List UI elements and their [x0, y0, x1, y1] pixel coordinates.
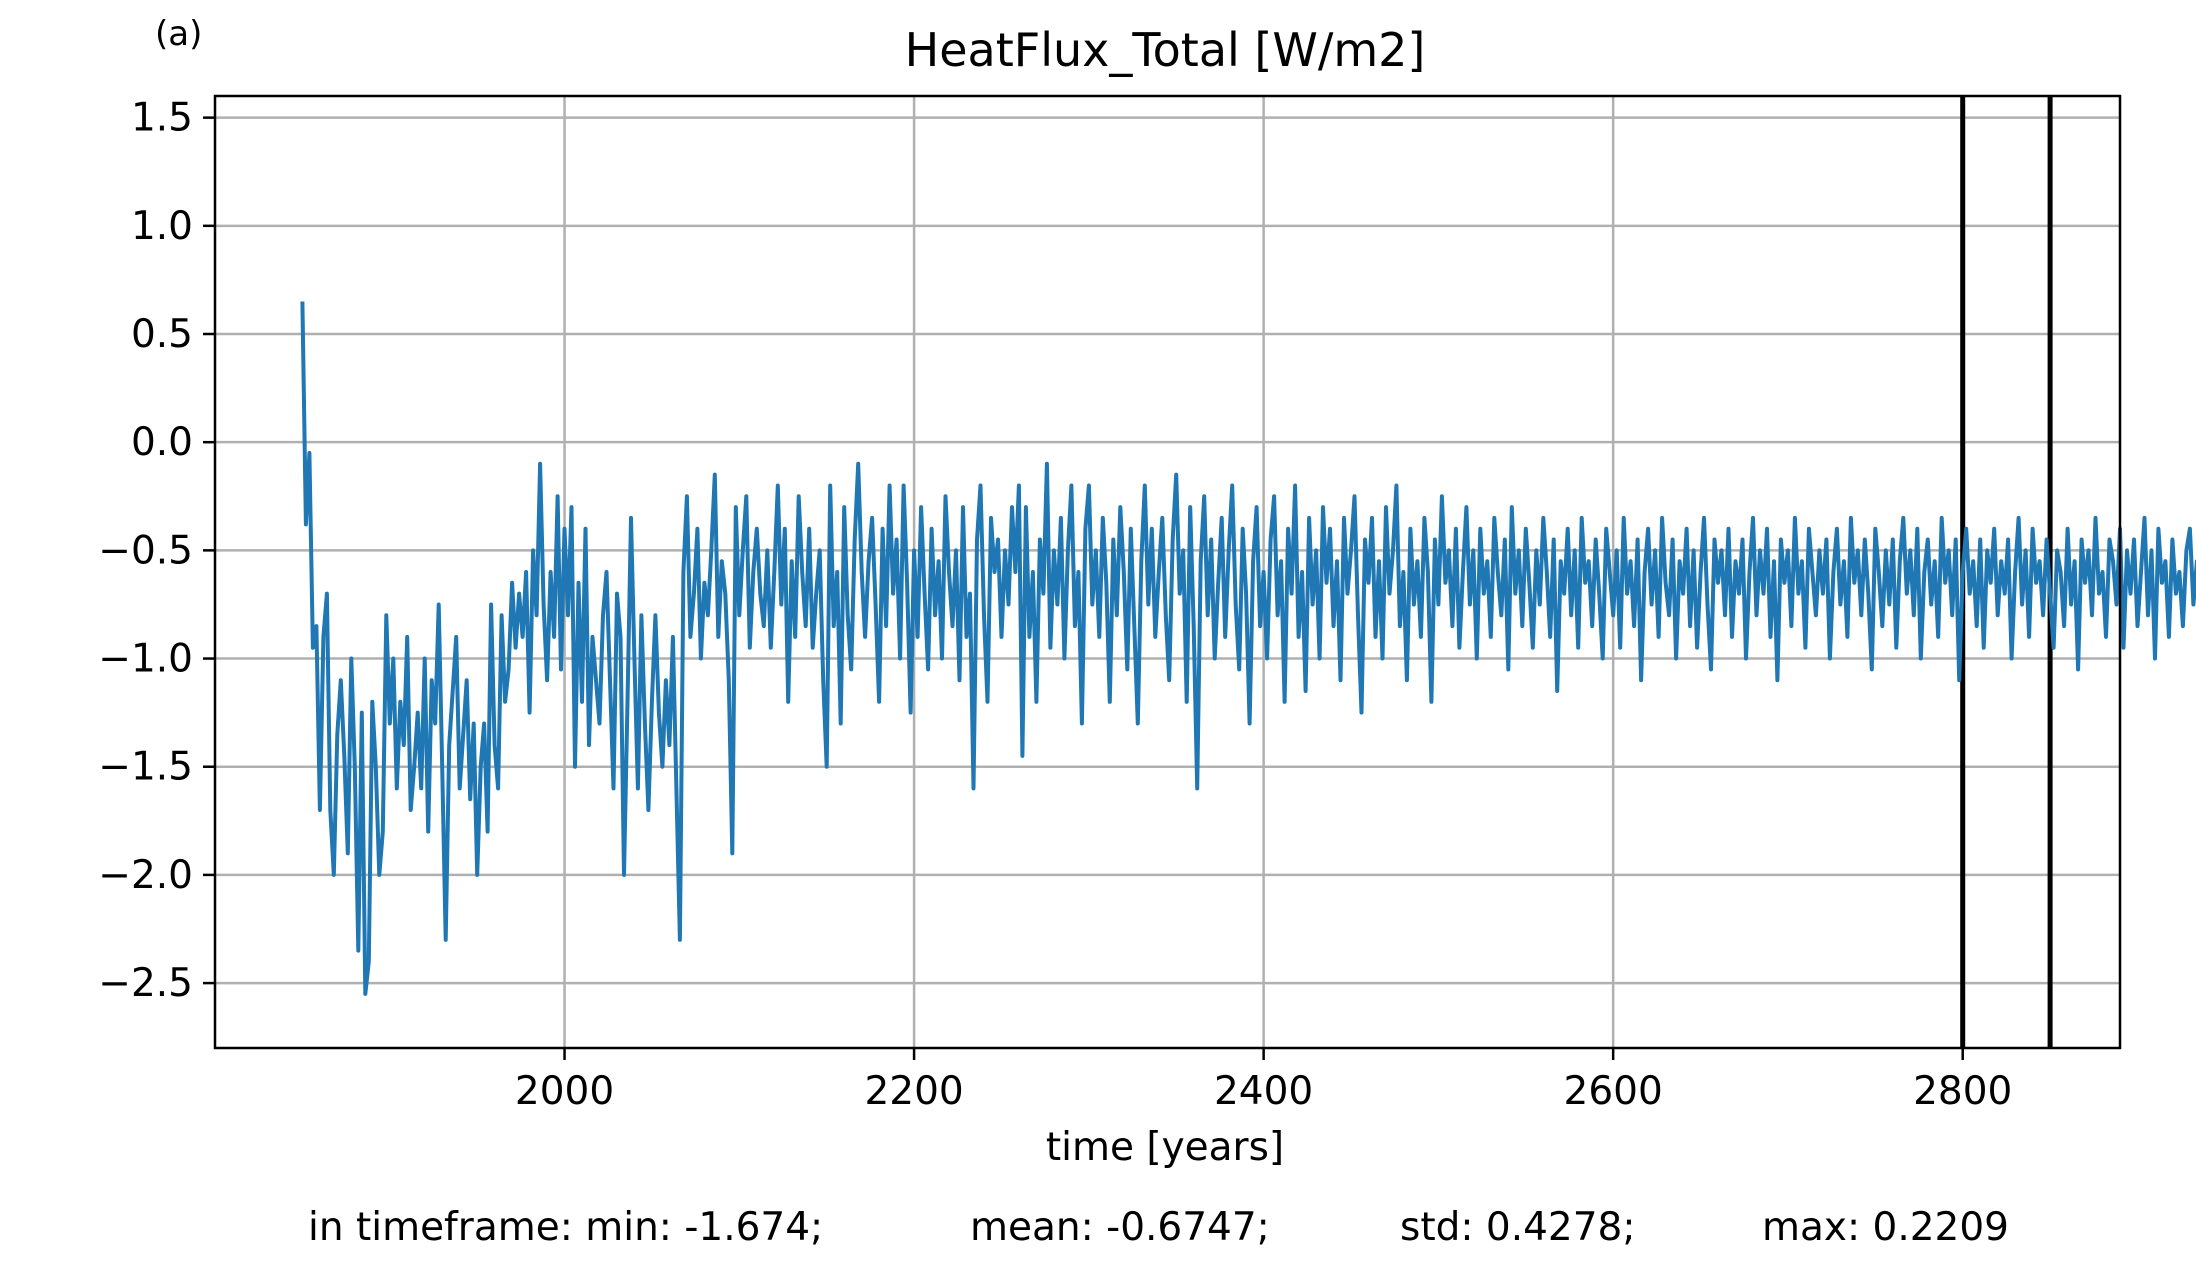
stat-mean: mean: -0.6747;: [970, 1205, 1270, 1250]
x-ticks: 2000 2200 2400 2600 2800: [515, 1048, 2012, 1114]
chart-title: HeatFlux_Total [W/m2]: [905, 23, 1426, 77]
y-tick-label: 1.0: [131, 204, 193, 249]
y-tick-label: −2.5: [98, 961, 193, 1006]
x-tick-label: 2600: [1564, 1069, 1663, 1114]
panel-label: (a): [155, 14, 202, 54]
y-tick-label: 1.5: [131, 96, 193, 141]
y-tick-label: −1.0: [98, 637, 193, 682]
stat-max: max: 0.2209: [1762, 1205, 2009, 1250]
x-tick-label: 2800: [1913, 1069, 2012, 1114]
plot-frame: [213, 94, 2122, 1050]
x-tick-label: 2000: [515, 1069, 614, 1114]
y-tick-label: −2.0: [98, 853, 193, 898]
y-tick-label: 0.5: [131, 312, 193, 357]
y-tick-label: −0.5: [98, 528, 193, 573]
y-tick-label: 0.0: [131, 420, 193, 465]
x-tick-label: 2400: [1214, 1069, 1313, 1114]
stat-std: std: 0.4278;: [1400, 1205, 1636, 1250]
x-tick-label: 2200: [864, 1069, 963, 1114]
y-tick-label: −1.5: [98, 745, 193, 790]
y-ticks: 1.5 1.0 0.5 0.0 −0.5 −1.0 −1.5 −2.0 −2.5: [98, 96, 215, 1006]
x-axis-label: time [years]: [1046, 1125, 1284, 1170]
series-line: [300, 301, 2196, 996]
stat-min: in timeframe: min: -1.674;: [308, 1205, 824, 1250]
stats-line: in timeframe: min: -1.674; mean: -0.6747…: [0, 1205, 2196, 1257]
